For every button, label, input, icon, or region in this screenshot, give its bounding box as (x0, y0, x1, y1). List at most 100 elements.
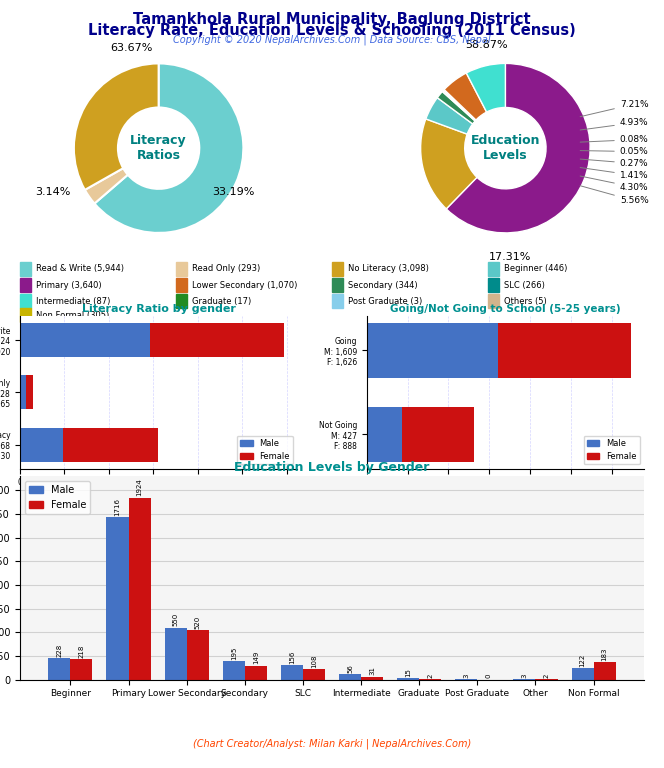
Text: SLC (266): SLC (266) (504, 280, 545, 290)
Text: 58.87%: 58.87% (465, 40, 508, 50)
Bar (361, 677, 383, 680)
Bar (20, 323, 150, 357)
Wedge shape (444, 90, 476, 121)
Bar (245, 666, 267, 680)
Text: Literacy Rate, Education Levels & Schooling (2011 Census): Literacy Rate, Education Levels & School… (88, 23, 576, 38)
Title: Going/Not Going to School (5-25 years): Going/Not Going to School (5-25 years) (390, 304, 621, 314)
Bar (20, 428, 63, 462)
Bar (176, 262, 187, 276)
Bar (187, 631, 208, 680)
Text: 2: 2 (427, 674, 433, 678)
Text: (Chart Creator/Analyst: Milan Karki | NepalArchives.Com): (Chart Creator/Analyst: Milan Karki | Ne… (193, 738, 471, 749)
Text: Post Graduate (3): Post Graduate (3) (348, 297, 422, 306)
Bar (63, 428, 157, 462)
Wedge shape (438, 91, 475, 124)
Bar (150, 323, 284, 357)
Bar (176, 294, 187, 309)
Text: 4.30%: 4.30% (580, 176, 649, 192)
Wedge shape (85, 168, 128, 204)
Text: Beginner (446): Beginner (446) (504, 264, 568, 273)
Bar (281, 665, 303, 680)
Text: Education
Levels: Education Levels (471, 134, 540, 162)
Text: 149: 149 (253, 650, 259, 664)
Wedge shape (446, 64, 590, 233)
Text: 33.19%: 33.19% (212, 187, 254, 197)
Wedge shape (466, 64, 505, 112)
Text: Primary (3,640): Primary (3,640) (36, 280, 102, 290)
Bar (402, 407, 474, 462)
Text: Copyright © 2020 NepalArchives.Com | Data Source: CBS, Nepal: Copyright © 2020 NepalArchives.Com | Dat… (173, 35, 491, 45)
Bar (572, 668, 594, 680)
Bar (594, 662, 616, 680)
Bar (20, 278, 31, 292)
Text: Lower Secondary (1,070): Lower Secondary (1,070) (192, 280, 297, 290)
Bar (488, 278, 499, 292)
Text: 63.67%: 63.67% (110, 43, 153, 53)
Text: 1.41%: 1.41% (580, 167, 649, 180)
Text: Intermediate (87): Intermediate (87) (36, 297, 110, 306)
Text: Secondary (344): Secondary (344) (348, 280, 418, 290)
Bar (397, 678, 419, 680)
Bar (48, 658, 70, 680)
Text: 1924: 1924 (137, 478, 143, 496)
Text: 2: 2 (544, 674, 550, 678)
Legend: Male, Female: Male, Female (25, 482, 90, 514)
Title: Education Levels by Gender: Education Levels by Gender (234, 461, 430, 474)
Bar (339, 674, 361, 680)
Wedge shape (444, 90, 475, 121)
Bar (20, 294, 31, 309)
Text: 3.14%: 3.14% (35, 187, 70, 197)
Text: 17.31%: 17.31% (489, 252, 531, 262)
Bar (332, 262, 343, 276)
Bar (165, 627, 187, 680)
Bar (332, 294, 343, 309)
Text: 7.21%: 7.21% (580, 100, 649, 117)
Text: 0.08%: 0.08% (580, 135, 649, 144)
Text: 3: 3 (463, 674, 469, 678)
Text: No Literacy (3,098): No Literacy (3,098) (348, 264, 429, 273)
Wedge shape (444, 73, 487, 120)
Bar (367, 407, 402, 462)
Wedge shape (426, 98, 473, 134)
Text: 5.56%: 5.56% (580, 186, 649, 205)
Legend: Male, Female: Male, Female (584, 435, 640, 465)
Text: 520: 520 (195, 616, 201, 629)
Text: 108: 108 (311, 654, 317, 668)
Text: 0.27%: 0.27% (580, 159, 649, 168)
Text: 218: 218 (78, 644, 84, 657)
Text: 0: 0 (485, 674, 491, 678)
Text: 56: 56 (347, 664, 353, 673)
Wedge shape (442, 91, 475, 121)
Bar (303, 670, 325, 680)
Text: 31: 31 (369, 667, 375, 675)
Text: 195: 195 (231, 647, 237, 660)
Text: Read & Write (5,944): Read & Write (5,944) (36, 264, 124, 273)
Bar (129, 498, 151, 680)
Text: Others (5): Others (5) (504, 297, 547, 306)
Bar (498, 323, 631, 378)
Wedge shape (94, 64, 244, 233)
Bar (176, 278, 187, 292)
Bar (20, 262, 31, 276)
Legend: Male, Female: Male, Female (237, 435, 293, 465)
Text: 15: 15 (405, 668, 411, 677)
Text: Non Formal (305): Non Formal (305) (36, 311, 110, 320)
Bar (20, 309, 31, 323)
Bar (332, 278, 343, 292)
Bar (367, 323, 498, 378)
Text: 122: 122 (580, 654, 586, 667)
Text: 1716: 1716 (114, 498, 120, 516)
Text: 550: 550 (173, 613, 179, 626)
Text: 0.05%: 0.05% (580, 147, 649, 156)
Bar (488, 262, 499, 276)
Text: 156: 156 (289, 650, 295, 664)
Wedge shape (444, 90, 476, 121)
Text: Literacy
Ratios: Literacy Ratios (130, 134, 187, 162)
Text: Graduate (17): Graduate (17) (192, 297, 252, 306)
Text: 4.93%: 4.93% (580, 118, 649, 130)
Text: Read Only (293): Read Only (293) (192, 264, 260, 273)
Bar (26, 376, 33, 409)
Title: Literacy Ratio by gender: Literacy Ratio by gender (82, 304, 236, 314)
Bar (106, 518, 129, 680)
Text: 183: 183 (602, 647, 608, 661)
